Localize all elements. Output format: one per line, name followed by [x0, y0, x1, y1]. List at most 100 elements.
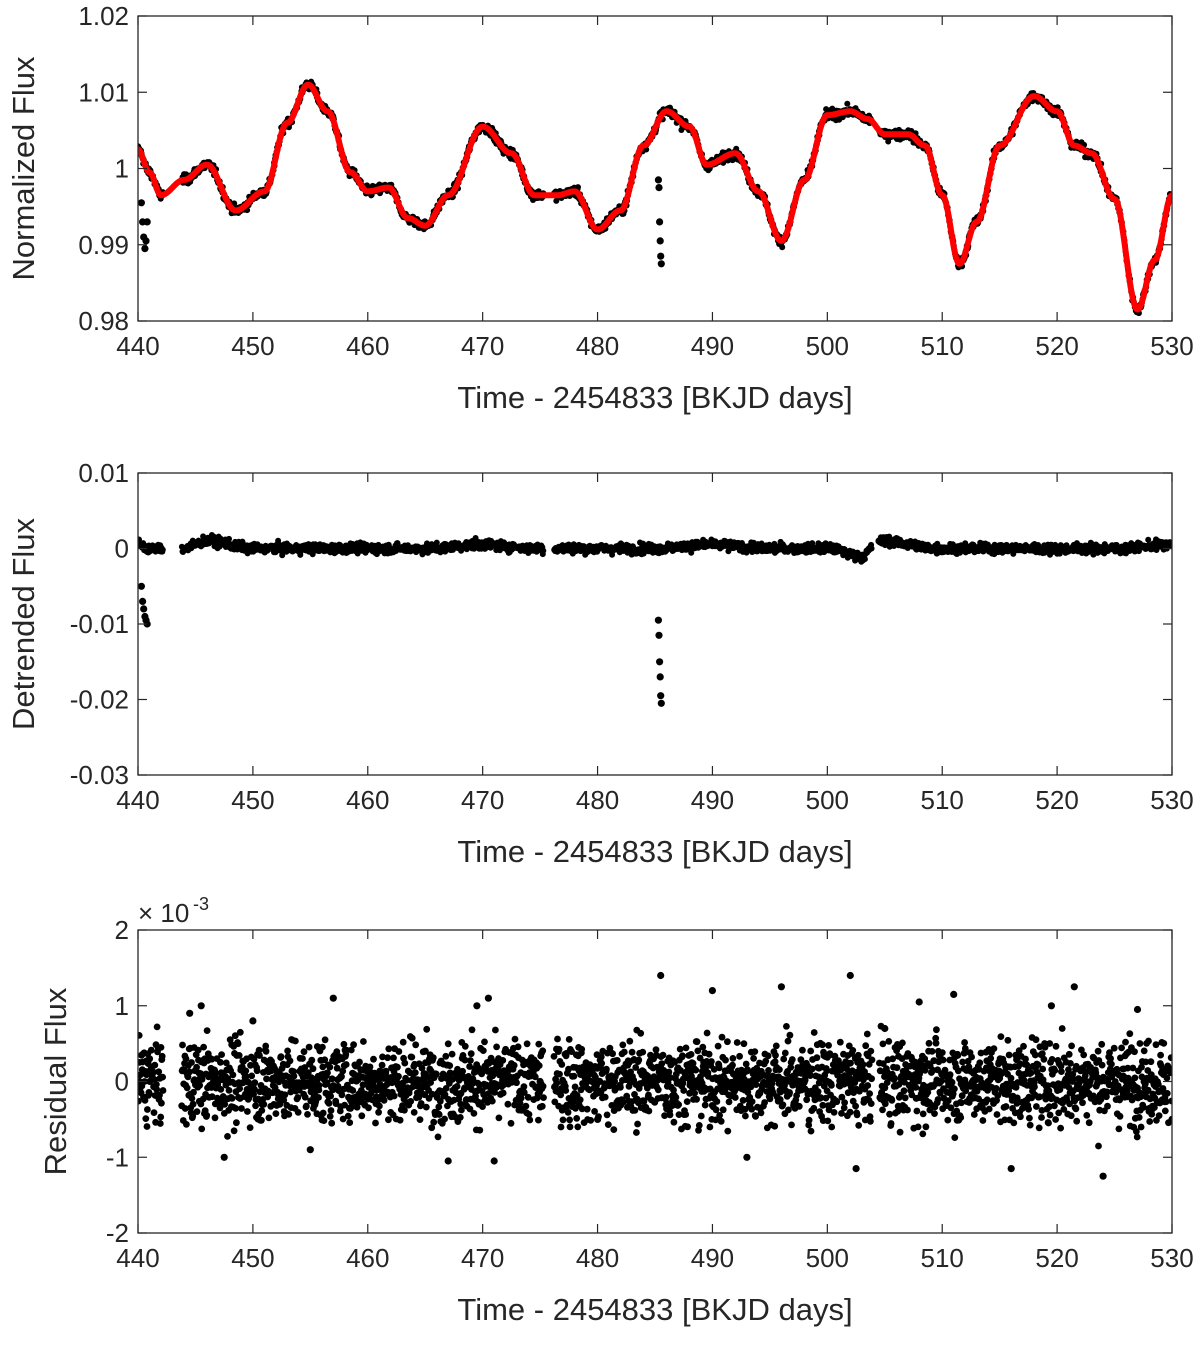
x-tick-label: 460	[346, 785, 389, 815]
data-point	[144, 218, 151, 225]
data-point	[469, 1026, 476, 1033]
y-tick-label: 1.02	[78, 1, 129, 31]
data-point	[657, 237, 664, 244]
data-point	[436, 1111, 443, 1118]
data-point	[442, 1053, 449, 1060]
data-point	[417, 1116, 424, 1123]
data-point	[508, 1120, 515, 1127]
data-point	[423, 1104, 430, 1111]
data-point	[295, 1109, 302, 1116]
data-point	[346, 1119, 353, 1126]
data-point	[709, 541, 716, 548]
data-point	[144, 1106, 151, 1113]
data-point	[430, 1119, 437, 1126]
data-point	[423, 1026, 430, 1033]
data-point	[324, 1070, 331, 1077]
data-point	[138, 583, 145, 590]
data-point	[203, 1112, 210, 1119]
data-point	[655, 617, 662, 624]
x-tick-label: 510	[921, 785, 964, 815]
x-tick-label: 450	[231, 785, 274, 815]
data-point	[824, 545, 831, 552]
x-tick-label: 490	[691, 331, 734, 361]
data-point	[142, 1115, 149, 1122]
x-tick-label: 490	[691, 785, 734, 815]
data-point	[396, 1048, 403, 1055]
data-point	[316, 1082, 323, 1089]
data-point	[154, 1024, 161, 1031]
data-point	[229, 1095, 236, 1102]
data-point	[476, 1127, 483, 1134]
data-point	[226, 536, 232, 542]
data-point	[238, 1105, 245, 1112]
data-point	[299, 1055, 306, 1062]
data-point	[350, 1041, 357, 1048]
data-point	[500, 1090, 507, 1097]
data-point	[231, 1127, 238, 1134]
data-point	[493, 1044, 500, 1051]
data-point	[278, 1053, 285, 1060]
data-point	[655, 176, 662, 183]
data-point	[858, 552, 865, 559]
data-point	[327, 1113, 334, 1120]
y-axis-title: Normalized Flux	[6, 56, 41, 280]
data-point	[151, 1062, 158, 1069]
y-tick-label: 0	[115, 534, 129, 564]
data-point	[144, 1123, 151, 1130]
data-point	[422, 545, 429, 552]
data-point	[251, 1079, 258, 1086]
data-point	[138, 199, 145, 206]
data-point	[230, 1072, 237, 1079]
data-point	[146, 1090, 153, 1097]
data-point	[537, 545, 544, 552]
data-point	[319, 1044, 326, 1051]
data-point	[252, 1102, 259, 1109]
data-point	[258, 1117, 265, 1124]
data-point	[326, 1100, 333, 1107]
data-point	[467, 1057, 474, 1064]
data-point	[358, 1112, 365, 1119]
x-tick-label: 480	[576, 331, 619, 361]
data-point	[287, 1057, 294, 1064]
x-tick-label: 500	[806, 785, 849, 815]
data-point	[307, 545, 314, 552]
data-point	[218, 1051, 225, 1058]
data-point	[196, 1082, 203, 1089]
data-point	[1145, 537, 1151, 543]
data-point	[140, 605, 147, 612]
data-point	[284, 1048, 291, 1055]
y-tick-label: -0.01	[70, 609, 129, 639]
data-point	[554, 545, 561, 552]
data-point	[343, 1061, 350, 1068]
data-point	[441, 1116, 448, 1123]
data-point	[320, 1110, 327, 1117]
data-point	[655, 184, 662, 191]
data-point	[151, 1109, 158, 1116]
y-tick-label: 0.99	[78, 230, 129, 260]
data-point	[412, 1041, 419, 1048]
data-point	[157, 1120, 164, 1127]
y-tick-label: -0.03	[70, 760, 129, 790]
data-point	[356, 1059, 363, 1066]
data-point	[449, 1051, 456, 1058]
data-point	[384, 1054, 391, 1061]
x-tick-label: 450	[231, 331, 274, 361]
data-point	[657, 692, 664, 699]
data-point	[515, 1043, 522, 1050]
data-point	[321, 1117, 328, 1124]
data-point	[204, 1027, 211, 1034]
x-tick-label: 530	[1150, 331, 1193, 361]
data-point	[198, 1126, 205, 1133]
y-tick-label: 1	[115, 154, 129, 184]
x-tick-label: 510	[921, 331, 964, 361]
data-point	[779, 244, 785, 250]
data-point	[462, 1043, 469, 1050]
data-point	[408, 1054, 415, 1061]
data-point	[183, 1121, 190, 1128]
x-tick-label: 460	[346, 331, 389, 361]
data-point	[180, 545, 187, 552]
data-point	[511, 1062, 518, 1069]
data-point	[471, 1110, 478, 1117]
data-point	[315, 1094, 322, 1101]
